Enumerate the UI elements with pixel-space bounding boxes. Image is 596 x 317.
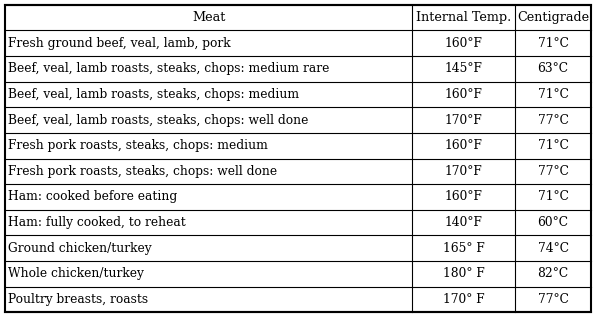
- Text: Fresh pork roasts, steaks, chops: medium: Fresh pork roasts, steaks, chops: medium: [8, 139, 268, 152]
- Text: Ground chicken/turkey: Ground chicken/turkey: [8, 242, 152, 255]
- Text: 170°F: 170°F: [445, 165, 483, 178]
- Text: 71°C: 71°C: [538, 37, 569, 50]
- Text: 71°C: 71°C: [538, 191, 569, 204]
- Text: 145°F: 145°F: [445, 62, 483, 75]
- Text: Fresh pork roasts, steaks, chops: well done: Fresh pork roasts, steaks, chops: well d…: [8, 165, 277, 178]
- Text: 160°F: 160°F: [445, 139, 483, 152]
- Text: 71°C: 71°C: [538, 88, 569, 101]
- Text: 71°C: 71°C: [538, 139, 569, 152]
- Text: 170° F: 170° F: [443, 293, 485, 306]
- Text: Beef, veal, lamb roasts, steaks, chops: well done: Beef, veal, lamb roasts, steaks, chops: …: [8, 113, 309, 126]
- Text: 180° F: 180° F: [443, 267, 485, 280]
- Text: Ham: fully cooked, to reheat: Ham: fully cooked, to reheat: [8, 216, 186, 229]
- Text: 77°C: 77°C: [538, 113, 569, 126]
- Text: 170°F: 170°F: [445, 113, 483, 126]
- Text: Fresh ground beef, veal, lamb, pork: Fresh ground beef, veal, lamb, pork: [8, 37, 231, 50]
- Text: 77°C: 77°C: [538, 293, 569, 306]
- Text: 160°F: 160°F: [445, 191, 483, 204]
- Text: 74°C: 74°C: [538, 242, 569, 255]
- Text: 165° F: 165° F: [443, 242, 485, 255]
- Text: 60°C: 60°C: [538, 216, 569, 229]
- Text: Meat: Meat: [192, 11, 225, 24]
- Text: Internal Temp.: Internal Temp.: [416, 11, 511, 24]
- Text: Centigrade: Centigrade: [517, 11, 589, 24]
- Text: 82°C: 82°C: [538, 267, 569, 280]
- Text: 140°F: 140°F: [445, 216, 483, 229]
- Text: 77°C: 77°C: [538, 165, 569, 178]
- Text: Beef, veal, lamb roasts, steaks, chops: medium: Beef, veal, lamb roasts, steaks, chops: …: [8, 88, 299, 101]
- Text: Whole chicken/turkey: Whole chicken/turkey: [8, 267, 144, 280]
- Text: Beef, veal, lamb roasts, steaks, chops: medium rare: Beef, veal, lamb roasts, steaks, chops: …: [8, 62, 330, 75]
- Text: Poultry breasts, roasts: Poultry breasts, roasts: [8, 293, 148, 306]
- Text: 63°C: 63°C: [538, 62, 569, 75]
- Text: 160°F: 160°F: [445, 37, 483, 50]
- Text: Ham: cooked before eating: Ham: cooked before eating: [8, 191, 178, 204]
- Text: 160°F: 160°F: [445, 88, 483, 101]
